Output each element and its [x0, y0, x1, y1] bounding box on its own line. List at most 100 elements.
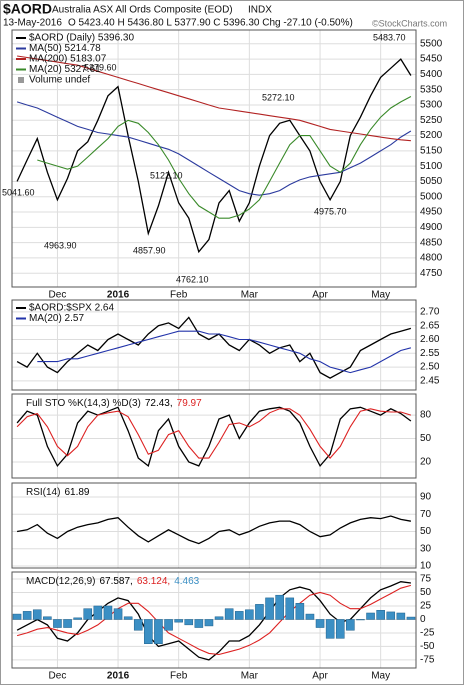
x-tick-label: May	[371, 671, 390, 682]
annotation: 5041.60	[2, 187, 35, 197]
histogram-bar	[93, 605, 103, 620]
x-tick-label: Mar	[241, 671, 259, 682]
x-tick-label: May	[371, 290, 390, 301]
y-tick-label: 5250	[420, 115, 443, 126]
legend-entry: $AORD (Daily) 5396.30	[29, 33, 134, 44]
legend: MACD(12,26,9) 67.587, 63.124, 4.463	[26, 576, 200, 587]
annotation: 4762.10	[176, 274, 209, 284]
legend-label: MACD(12,26,9)	[26, 576, 95, 587]
histogram-bar	[295, 603, 305, 620]
y-tick-label: 5100	[420, 161, 443, 172]
histogram-bar	[63, 619, 72, 628]
legend-label: Full STO %K(14,3) %D(3)	[26, 398, 141, 409]
histogram-bar	[184, 619, 194, 626]
panel	[12, 300, 416, 390]
histogram-bar	[144, 619, 153, 644]
series-line	[16, 406, 412, 468]
legend-swatch	[18, 77, 24, 83]
y-tick-label: 4850	[420, 237, 443, 248]
annotation: 4963.90	[44, 240, 77, 250]
legend-entry: MA(20) 2.57	[29, 313, 84, 324]
y-tick-label: 80	[420, 410, 432, 421]
date: 13-May-2016	[3, 18, 62, 29]
histogram-bar	[285, 597, 295, 620]
y-tick-label: 20	[420, 457, 432, 468]
series-line	[37, 330, 412, 374]
histogram-bar	[386, 611, 396, 620]
y-tick-label: 5350	[420, 84, 443, 95]
panel-frame	[11, 393, 417, 479]
annotation: 5272.10	[262, 92, 295, 102]
annotation: 4857.90	[133, 245, 166, 255]
histogram-bar	[376, 610, 385, 620]
series-line	[16, 101, 412, 196]
x-tick-label: 2016	[107, 290, 130, 301]
histogram-bar	[43, 616, 52, 620]
y-tick-label: 2.60	[420, 334, 440, 345]
histogram-bar	[255, 604, 264, 620]
y-tick-label: 70	[420, 509, 432, 520]
panel-frame	[11, 571, 417, 669]
histogram-bar	[133, 619, 143, 631]
y-tick-label: 90	[420, 492, 432, 503]
y-tick-label: 2.50	[420, 362, 440, 373]
histogram-bar	[224, 608, 234, 620]
y-tick-label: 4800	[420, 253, 443, 264]
histogram-bar	[214, 616, 224, 620]
histogram-bar	[113, 608, 123, 620]
y-tick-label: 4950	[420, 207, 443, 218]
panel	[12, 30, 416, 287]
histogram-bar	[315, 619, 325, 628]
legend-entry: MA(50) 5214.78	[29, 43, 101, 54]
histogram-bar	[73, 617, 82, 620]
series-line	[16, 581, 411, 661]
legend-entry: MA(200) 5183.07	[29, 54, 107, 65]
x-tick-label: 2016	[107, 671, 130, 682]
legend-label: RSI(14)	[26, 487, 60, 498]
x-tick-label: Apr	[312, 671, 328, 682]
y-tick-label: 5050	[420, 176, 443, 187]
histogram-bar	[356, 619, 365, 621]
y-tick-label: 30	[420, 543, 432, 554]
histogram-bar	[335, 619, 345, 639]
series-line	[16, 408, 412, 459]
x-tick-label: Mar	[241, 290, 259, 301]
y-tick-label: -75	[420, 655, 435, 666]
instrument-name: Australia ASX All Ords Composite (EOD)	[52, 5, 233, 16]
y-tick-label: 0	[420, 614, 426, 625]
panel-frame	[11, 482, 417, 569]
panel-frame	[11, 299, 417, 391]
y-tick-label: 50	[420, 526, 432, 537]
y-tick-label: -25	[420, 628, 435, 639]
histogram-bar	[325, 619, 335, 639]
panel	[12, 394, 416, 478]
x-tick-label: Apr	[312, 290, 328, 301]
y-tick-label: -50	[420, 641, 435, 652]
annotation: 5483.70	[373, 32, 406, 42]
y-tick-label: 5500	[420, 38, 443, 49]
symbol: $AORD	[3, 1, 52, 17]
histogram-bar	[346, 619, 355, 631]
histogram-bar	[265, 597, 274, 620]
histogram-bar	[32, 609, 42, 620]
histogram-bar	[174, 619, 183, 623]
histogram-bar	[12, 613, 22, 620]
watermark: ©StockCharts.com	[372, 18, 447, 28]
legend: RSI(14) 61.89	[26, 487, 90, 498]
x-tick-label: Dec	[49, 290, 67, 301]
y-tick-label: 5000	[420, 191, 443, 202]
y-tick-label: 75	[420, 574, 432, 585]
histogram-bar	[22, 611, 32, 620]
legend-entry: MA(20) 5327.61	[29, 64, 101, 75]
legend: Full STO %K(14,3) %D(3) 72.43, 79.97	[26, 398, 202, 409]
legend-value: 63.124,	[137, 576, 170, 587]
y-tick-label: 2.65	[420, 320, 440, 331]
histogram-bar	[154, 619, 163, 644]
histogram-bar	[123, 616, 133, 620]
histogram-bar	[234, 611, 244, 620]
annotation: 5379.60	[84, 62, 117, 72]
series-line	[16, 515, 412, 545]
annotation: 5122.10	[150, 170, 183, 180]
histogram-bar	[275, 594, 284, 620]
